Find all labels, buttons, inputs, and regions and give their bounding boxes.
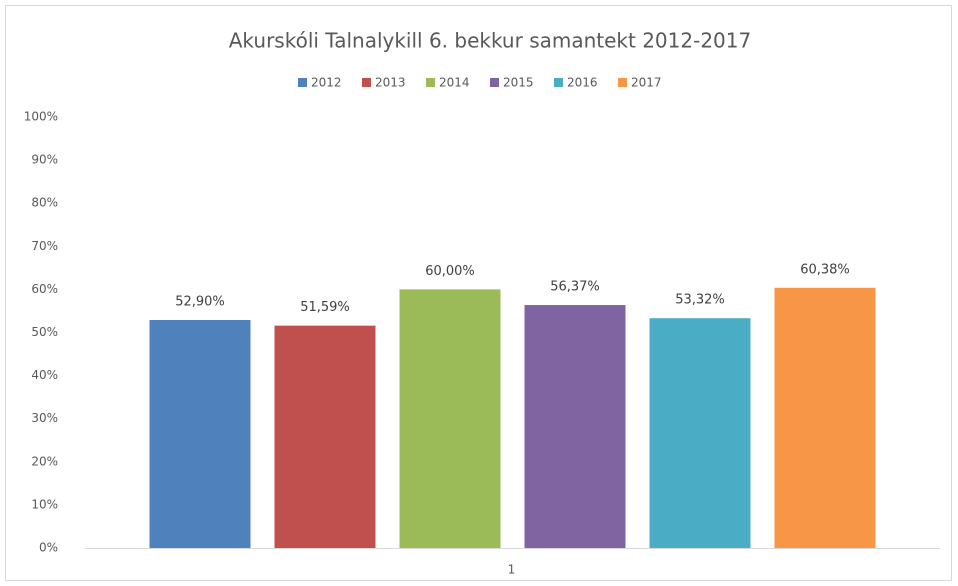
legend-label: 2012	[311, 76, 342, 90]
y-tick-label: 40%	[31, 368, 58, 382]
y-tick-label: 10%	[31, 497, 58, 511]
data-label: 53,32%	[675, 293, 725, 308]
legend-label: 2015	[503, 76, 534, 90]
y-tick-label: 20%	[31, 454, 58, 468]
data-label: 56,37%	[550, 280, 600, 295]
legend-swatch	[618, 78, 627, 87]
legend-swatch	[426, 78, 435, 87]
y-tick-label: 50%	[31, 325, 58, 339]
bar	[399, 289, 501, 548]
legend-swatch	[298, 78, 307, 87]
bar	[274, 325, 376, 548]
legend-label: 2014	[439, 76, 470, 90]
y-tick-label: 60%	[31, 282, 58, 296]
legend-swatch	[554, 78, 563, 87]
y-tick-label: 30%	[31, 411, 58, 425]
bar	[149, 320, 251, 548]
legend-label: 2017	[631, 76, 662, 90]
y-tick-label: 90%	[31, 153, 58, 167]
legend-label: 2016	[567, 76, 598, 90]
legend-swatch	[362, 78, 371, 87]
legend-swatch	[490, 78, 499, 87]
bar	[649, 318, 751, 548]
y-tick-label: 100%	[24, 110, 58, 124]
y-tick-label: 80%	[31, 196, 58, 210]
data-label: 60,38%	[800, 262, 850, 277]
bar	[524, 305, 626, 548]
x-tick-label: 1	[508, 563, 516, 577]
legend-label: 2013	[375, 76, 406, 90]
y-tick-label: 0%	[39, 541, 58, 555]
data-label: 52,90%	[175, 295, 225, 310]
bar	[774, 287, 876, 548]
data-label: 51,59%	[300, 300, 350, 315]
chart-title: Akurskóli Talnalykill 6. bekkur samantek…	[229, 29, 751, 53]
y-tick-label: 70%	[31, 239, 58, 253]
data-label: 60,00%	[425, 264, 475, 279]
